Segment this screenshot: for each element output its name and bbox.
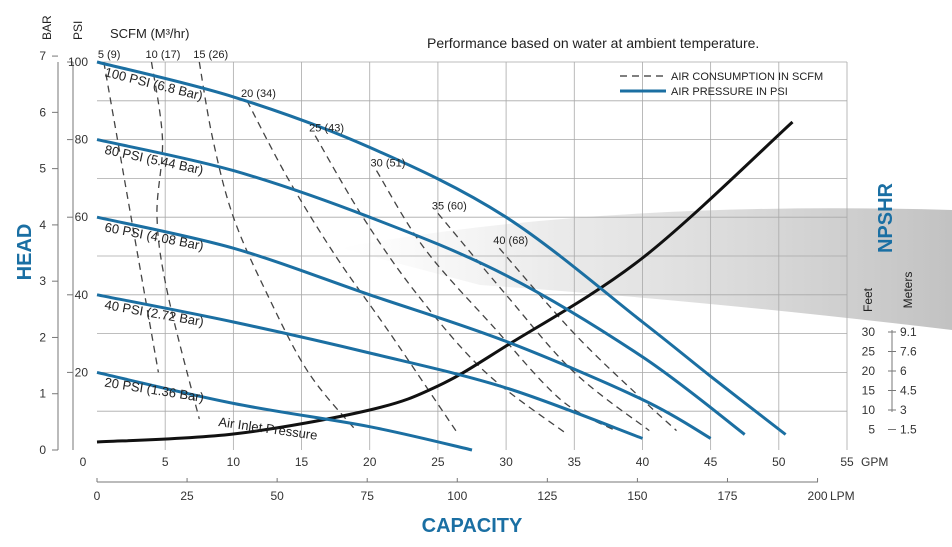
psi-unit-label: PSI [71,21,85,40]
legend-air-consumption: AIR CONSUMPTION IN SCFM [671,71,823,83]
bar-tick-label: 5 [39,162,46,176]
curves [96,60,794,452]
pressure-curve-label: 80 PSI (5.44 Bar) [103,142,204,178]
air-consumption-label: 15 (26) [193,49,228,61]
pressure-curve [96,215,712,440]
gpm-tick-label: 45 [704,455,718,469]
bar-tick-label: 2 [39,330,46,344]
lpm-tick-label: 125 [537,489,557,503]
capacity-axis-label: CAPACITY [422,515,523,537]
bar-tick-label: 6 [39,105,46,119]
air-consumption-curve [150,61,200,420]
pressure-curve [96,138,746,436]
feet-unit-label: Feet [861,287,875,312]
pressure-curve [96,60,787,436]
legend: AIR CONSUMPTION IN SCFM AIR PRESSURE IN … [620,71,823,98]
gpm-tick-label: 20 [363,455,377,469]
air-consumption-label: 30 (51) [371,158,406,170]
gpm-tick-label: 30 [499,455,513,469]
lpm-tick-label: 75 [361,489,375,503]
bar-tick-label: 4 [39,218,46,232]
air-consumption-label: 5 (9) [98,49,121,61]
gpm-tick-label: 10 [227,455,241,469]
pressure-curve [96,370,473,452]
gpm-tick-label: 50 [772,455,786,469]
pressure-curve-label: 60 PSI (4.08 Bar) [103,219,204,253]
gpm-tick-label: 15 [295,455,309,469]
psi-tick-label: 60 [75,210,89,224]
bar-tick-label: 1 [39,387,46,401]
air-consumption-curve [246,100,459,435]
lpm-unit-label: LPM [830,489,855,503]
psi-tick-label: 100 [68,55,88,69]
gpm-tick-label: 40 [636,455,650,469]
air-consumption-curve [314,135,568,436]
npshr-feet-label: 30 [862,325,876,339]
lpm-tick-label: 50 [270,489,284,503]
npshr-meters-label: 7.6 [900,345,917,359]
air-consumption-label: 35 (60) [432,200,467,212]
npshr-meters-label: 9.1 [900,325,917,339]
gpm-tick-label: 0 [80,455,87,469]
lpm-tick-label: 25 [180,489,194,503]
npshr-meters-label: 6 [900,364,907,378]
npshr-feet-label: 15 [862,384,876,398]
gpm-unit-label: GPM [861,455,888,469]
gpm-tick-label: 55 [840,455,854,469]
pressure-curve-label: 20 PSI (1.36 Bar) [104,375,206,406]
npshr-meters-label: 3 [900,403,907,417]
legend-air-pressure: AIR PRESSURE IN PSI [671,86,788,98]
gpm-tick-label: 25 [431,455,445,469]
npshr-feet-label: 5 [868,423,875,437]
lpm-tick-label: 200 [808,489,828,503]
psi-tick-label: 80 [75,133,89,147]
meters-unit-label: Meters [901,272,915,309]
bar-tick-label: 3 [39,274,46,288]
head-axis-label: HEAD [14,224,36,281]
grid [97,61,848,450]
gpm-tick-label: 35 [568,455,582,469]
air-consumption-label: 10 (17) [146,49,181,61]
npshr-feet-label: 10 [862,403,876,417]
pressure-curve-label: 40 PSI (2.72 Bar) [103,297,205,329]
npshr-curve [96,120,794,444]
chart-title: Performance based on water at ambient te… [427,35,759,51]
air-consumption-curve [375,170,616,432]
lpm-tick-label: 175 [717,489,737,503]
gpm-tick-label: 5 [162,455,169,469]
bar-tick-label: 7 [39,49,46,63]
npshr-meters-label: 1.5 [900,423,917,437]
bar-unit-label: BAR [40,15,54,40]
lpm-tick-label: 0 [94,489,101,503]
air-consumption-label: 40 (68) [493,235,528,247]
lpm-tick-label: 100 [447,489,467,503]
air-consumption-label: 25 (43) [309,123,344,135]
background-swoosh [340,208,952,330]
psi-tick-label: 40 [75,288,89,302]
labels: 100 PSI (6.8 Bar)80 PSI (5.44 Bar)60 PSI… [98,49,528,405]
npshr-feet-label: 20 [862,364,876,378]
pressure-curve [96,293,644,440]
bar-tick-label: 0 [39,443,46,457]
npshr-feet-label: 25 [862,345,876,359]
air-inlet-pressure-label: Air Inlet Pressure [218,414,319,443]
air-consumption-curve [498,247,677,432]
psi-tick-label: 20 [75,365,89,379]
npshr-axis-label: NPSHR [875,182,897,253]
npshr-meters-label: 4.5 [900,384,917,398]
air-consumption-curve [103,61,160,373]
lpm-tick-label: 150 [627,489,647,503]
scfm-unit-label: SCFM (M³/hr) [110,26,189,41]
air-consumption-label: 20 (34) [241,88,276,100]
air-consumption-curve [198,61,357,432]
